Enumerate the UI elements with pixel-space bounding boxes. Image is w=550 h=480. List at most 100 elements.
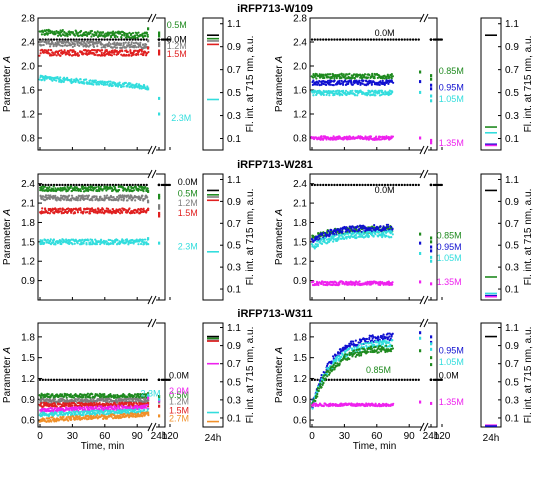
data-point <box>390 225 393 228</box>
data-point <box>96 414 99 417</box>
data-point <box>320 73 323 76</box>
data-point <box>322 38 325 41</box>
data-point <box>78 243 82 246</box>
data-point <box>72 183 75 187</box>
y-tick-label: 2.0 <box>293 62 307 73</box>
chart-title: iRFP713-W311 <box>237 308 312 320</box>
data-point-late <box>158 404 161 408</box>
data-point <box>142 53 145 56</box>
data-point <box>317 283 320 287</box>
data-point <box>69 49 73 52</box>
data-point <box>95 40 98 43</box>
data-point <box>372 234 375 237</box>
series-label: 2.3M <box>171 113 191 123</box>
axis-break-mark <box>151 295 157 305</box>
axis-break-mark <box>423 13 429 23</box>
data-point <box>57 241 60 244</box>
data-point <box>86 378 89 382</box>
data-point <box>366 38 370 41</box>
data-point <box>343 79 347 82</box>
data-point <box>48 185 51 189</box>
data-point <box>128 378 132 382</box>
data-point <box>100 51 103 54</box>
data-point <box>391 135 395 138</box>
data-point <box>54 187 57 190</box>
data-point <box>68 208 71 211</box>
data-point <box>131 189 134 192</box>
data-point-late <box>430 87 433 91</box>
data-point <box>59 207 62 210</box>
fluorescence-axis-label: Fl. int. at 715 nm, a.u. <box>523 189 534 286</box>
data-point <box>100 49 104 52</box>
data-point <box>134 41 138 44</box>
data-point <box>62 42 65 45</box>
data-point <box>79 189 83 193</box>
data-point <box>312 76 315 79</box>
data-point <box>64 38 67 41</box>
plot-frame <box>37 173 166 301</box>
data-point <box>97 183 101 187</box>
data-point <box>366 136 369 139</box>
series-2.3M <box>39 237 161 246</box>
data-point <box>123 32 126 35</box>
data-point <box>101 54 104 57</box>
data-point <box>361 82 364 85</box>
data-point <box>117 378 120 382</box>
data-point <box>341 93 344 97</box>
data-point <box>157 38 161 41</box>
data-point <box>62 208 66 211</box>
series-label: 2.3M <box>178 241 198 251</box>
data-point <box>61 378 64 382</box>
data-point <box>81 238 84 241</box>
data-point <box>338 90 341 93</box>
data-point <box>145 378 148 382</box>
data-point <box>340 82 343 85</box>
data-point <box>94 38 98 41</box>
data-point <box>322 93 325 97</box>
chart-panel-0: iRFP713-W1090.81.21.62.02.42.8Parameter … <box>2 3 313 155</box>
data-point <box>46 238 50 241</box>
data-point <box>113 53 116 56</box>
data-point <box>44 239 48 242</box>
data-point <box>168 183 171 187</box>
data-point <box>54 208 58 211</box>
data-point <box>120 33 124 37</box>
data-point <box>140 48 143 52</box>
data-point <box>386 38 390 41</box>
data-point <box>134 49 137 52</box>
data-point <box>131 183 134 187</box>
data-point <box>41 239 44 242</box>
data-point <box>330 183 333 187</box>
data-point <box>118 212 122 215</box>
data-point <box>125 53 128 57</box>
data-point <box>77 397 80 400</box>
data-point <box>99 41 102 44</box>
data-point <box>98 412 101 416</box>
data-point-late <box>147 200 150 204</box>
data-point <box>79 188 82 191</box>
data-point <box>115 46 119 49</box>
data-point <box>72 396 76 399</box>
data-point <box>49 238 52 241</box>
data-point <box>95 195 98 198</box>
data-point-late <box>430 138 433 142</box>
data-point <box>86 34 89 38</box>
data-point <box>67 209 70 213</box>
data-point <box>343 225 346 229</box>
data-point <box>48 197 52 201</box>
data-point <box>135 82 138 86</box>
y-axis-label: Parameter A <box>274 56 285 112</box>
data-point <box>92 183 95 187</box>
data-point <box>52 44 55 48</box>
data-point <box>102 208 105 211</box>
data-point <box>131 86 134 89</box>
data-point <box>76 199 79 202</box>
data-point-late <box>430 282 433 286</box>
data-point <box>66 44 69 47</box>
data-point <box>144 34 147 38</box>
data-point <box>335 77 338 80</box>
fluorescence-frame <box>202 17 224 151</box>
data-point <box>142 243 146 246</box>
data-point <box>145 54 148 57</box>
data-point <box>85 243 88 246</box>
